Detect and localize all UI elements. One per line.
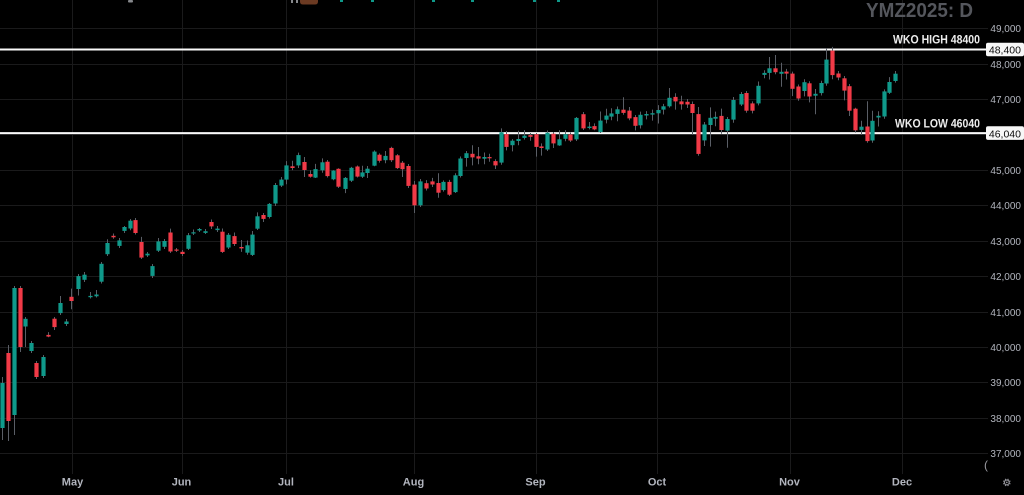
svg-text:38,000: 38,000 [990,414,1021,425]
svg-text:46,040: 46,040 [989,128,1021,140]
svg-text:40,000: 40,000 [990,343,1021,354]
svg-text:YMZ2025: D: YMZ2025: D [866,0,973,22]
svg-text:WKO LOW 46040: WKO LOW 46040 [895,119,980,131]
svg-text:Nov: Nov [779,477,801,489]
svg-text:49,000: 49,000 [990,24,1021,35]
svg-text:44,000: 44,000 [990,201,1021,212]
svg-text:45,000: 45,000 [990,166,1021,177]
svg-text:37,000: 37,000 [990,449,1021,460]
svg-text:47,000: 47,000 [990,95,1021,106]
svg-text:Jun: Jun [172,477,192,489]
svg-text:WKO HIGH 48400: WKO HIGH 48400 [893,35,980,47]
svg-text:Jul: Jul [278,477,294,489]
svg-text:Dec: Dec [892,477,912,489]
svg-text:May: May [62,477,84,489]
svg-text:48,400: 48,400 [989,45,1021,57]
svg-text:48,000: 48,000 [990,60,1021,71]
svg-text:41,000: 41,000 [990,308,1021,319]
svg-text:(: ( [984,458,988,472]
svg-text:39,000: 39,000 [990,378,1021,389]
svg-text:Oct: Oct [648,477,667,489]
svg-text:Aug: Aug [403,477,424,489]
svg-text:43,000: 43,000 [990,237,1021,248]
svg-text:42,000: 42,000 [990,272,1021,283]
svg-text:Sep: Sep [525,477,545,489]
